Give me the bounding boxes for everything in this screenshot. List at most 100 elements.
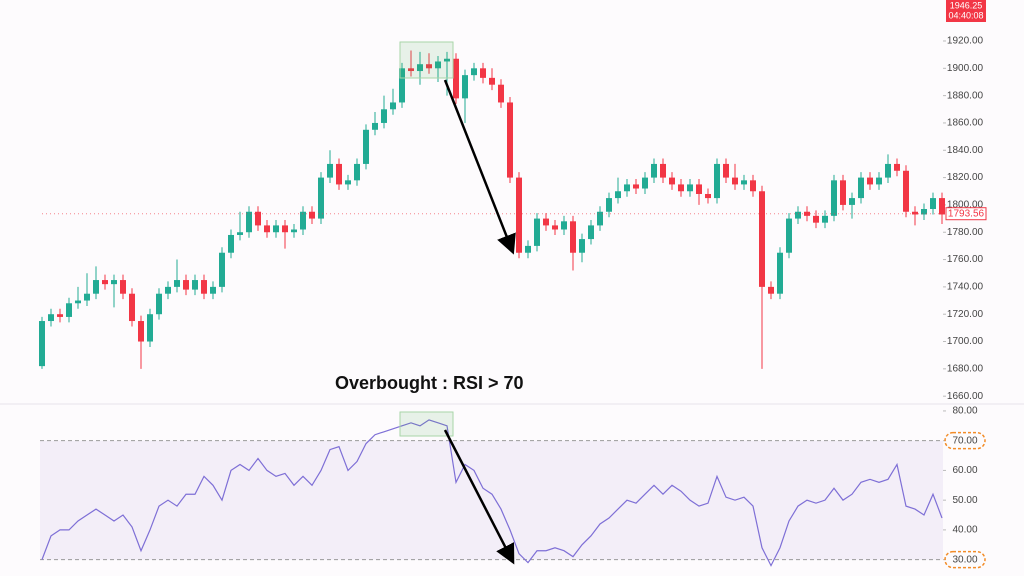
candle-body [543,218,549,226]
y-tick-label: 60.00 [952,465,977,476]
y-tick-label: 1740.00 [947,282,984,293]
candle-body [678,184,684,192]
candle-body [453,58,459,99]
arrow [443,79,516,255]
candle-body [777,252,783,294]
candle-body [363,129,369,164]
candle-body [282,225,288,233]
candle-body [894,163,900,171]
candle-body [858,177,864,199]
y-tick-label: 1840.00 [947,145,984,156]
y-tick-label: 70.00 [952,435,977,446]
candle-body [615,191,621,199]
candle-body [435,61,441,69]
candle-body [876,177,882,185]
header-price: 1946.25 [950,0,983,10]
candle-body [561,221,567,230]
y-tick-label: 80.00 [952,406,977,417]
candle-body [192,280,198,290]
last-price-box [945,207,987,221]
candle-body [705,193,711,199]
candle-body [246,211,252,233]
candle-body [300,211,306,230]
candle-body [597,211,603,226]
candle-body [111,280,117,285]
plot-layer: 1660.00 1680.00 1700.00 1720.00 1740.00 1760.… [39,36,987,569]
candle-body [714,163,720,199]
candle-body [939,198,945,215]
candle-body [129,293,135,322]
candle-body [57,314,63,317]
candle-body [417,64,423,72]
candle-body [588,225,594,240]
y-tick-label: 1880.00 [947,90,984,101]
y-tick-label: 1860.00 [947,118,984,129]
candle-body [84,293,90,301]
candle-body [291,229,297,233]
candle-body [183,280,189,290]
candle-body [912,211,918,215]
candle-body [552,225,558,230]
candle-body [831,180,837,216]
y-tick-label: 30.00 [952,554,977,565]
candle-body [885,163,891,178]
candle-body [498,84,504,103]
y-tick-label: 1760.00 [947,254,984,265]
candle-body [201,280,207,294]
candle-body [669,177,675,185]
candle-body [570,221,576,253]
candle-body [237,232,243,235]
tick-highlight [944,550,986,569]
candle-body [840,180,846,205]
y-tick-label: 1680.00 [947,363,984,374]
candle-body [219,252,225,287]
candle-body [426,64,432,69]
candle-body [273,225,279,233]
y-tick-label: 50.00 [952,495,977,506]
candle-body [66,303,72,317]
candle-body [786,218,792,253]
candle-body [390,102,396,110]
candle-body [165,286,171,294]
rsi-line [41,419,943,567]
candle-body [723,163,729,178]
highlight-box [399,41,454,79]
candle-body [444,58,450,62]
candle-body [687,184,693,192]
y-tick-label: 1800.00 [947,200,984,211]
y-tick-label: 1780.00 [947,227,984,238]
candle-body [651,163,657,178]
candle-body [903,170,909,212]
candle-body [255,211,261,226]
candle-body [210,286,216,294]
highlight-box [399,411,454,437]
candle-body [318,177,324,219]
y-tick-label: 1660.00 [947,391,984,402]
annotation: Overbought : RSI > 70 [335,373,524,393]
y-tick-label: 40.00 [952,525,977,536]
candle-body [525,245,531,253]
candle-body [354,163,360,181]
tick-highlight [944,431,986,450]
candle-body [372,122,378,130]
candle-body [264,225,270,233]
candle-body [921,209,927,215]
candle-body [696,184,702,194]
candle-body [930,198,936,210]
candle-body [327,163,333,178]
candle-body [174,280,180,287]
candle-body [813,215,819,223]
candle-body [624,184,630,192]
y-tick-label: 1720.00 [947,309,984,320]
candle-body [741,180,747,185]
y-tick-label: 1820.00 [947,172,984,183]
candle-body [138,321,144,342]
candle-body [642,177,648,189]
candle-body [606,198,612,212]
candle-body [660,163,666,178]
candle-body [309,211,315,219]
candle-body [408,68,414,72]
last-price-label: 1793.56 [948,208,985,219]
